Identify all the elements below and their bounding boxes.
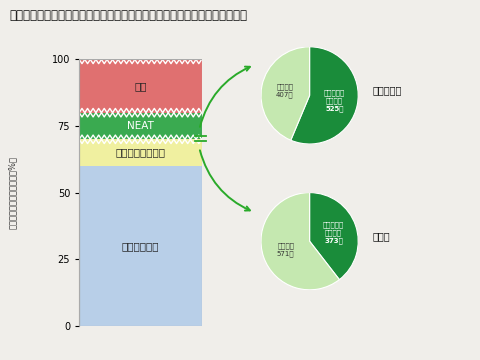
Text: 座位活動
571分: 座位活動 571分 — [277, 242, 295, 257]
Wedge shape — [261, 47, 310, 140]
Bar — [79, 166, 202, 326]
Wedge shape — [261, 193, 339, 290]
Bar — [79, 113, 202, 139]
Bar — [79, 59, 202, 113]
Text: 座位活動
407分: 座位活動 407分 — [276, 83, 294, 98]
Text: 肥満者: 肥満者 — [373, 231, 390, 241]
Wedge shape — [310, 193, 358, 280]
Wedge shape — [291, 47, 358, 144]
Bar — [79, 139, 202, 166]
Text: NEAT: NEAT — [127, 121, 154, 131]
Text: 安静時代謝量: 安静時代謝量 — [121, 241, 159, 251]
Text: 図１．総エネルギー消費量の構成および非肥満者と肥満者におけるその違い: 図１．総エネルギー消費量の構成および非肥満者と肥満者におけるその違い — [10, 9, 248, 22]
Text: 立位または
歩行活動
525分: 立位または 歩行活動 525分 — [324, 89, 345, 112]
Text: 立位または
歩行活動
373分: 立位または 歩行活動 373分 — [323, 222, 344, 244]
Text: 食事誘発性熱産生: 食事誘発性熱産生 — [115, 148, 166, 158]
Text: １日のエネルギー消費量（%）: １日のエネルギー消費量（%） — [8, 156, 16, 229]
Text: 一般体格者: 一般体格者 — [373, 86, 402, 95]
Text: 運動: 運動 — [134, 81, 147, 91]
